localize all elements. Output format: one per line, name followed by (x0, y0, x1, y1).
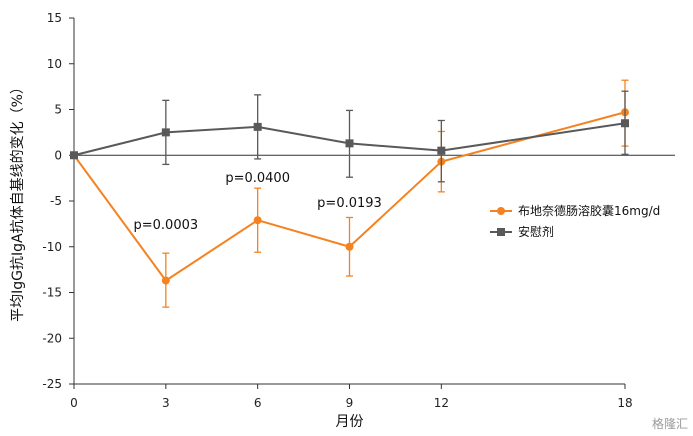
x-axis-title: 月份 (336, 414, 364, 430)
p-value-annotation: p=0.0400 (225, 171, 290, 186)
data-point (621, 119, 629, 128)
legend: 布地奈德肠溶胶囊16mg/d 安慰剂 (490, 203, 660, 239)
legend-label: 布地奈德肠溶胶囊16mg/d (518, 203, 660, 218)
y-tick-label: -5 (50, 194, 62, 208)
y-tick-label: -20 (42, 331, 62, 345)
p-value-annotation: p=0.0193 (317, 196, 382, 211)
data-point (161, 276, 170, 285)
p-value-annotation: p=0.0003 (134, 218, 199, 233)
axes: 15 10 5 0 -5 -10 -15 -20 -25 0 3 6 9 12 18 (42, 11, 675, 410)
data-point (345, 242, 354, 251)
data-point (70, 151, 78, 160)
data-point (345, 139, 354, 148)
y-tick-label: 15 (47, 11, 62, 25)
y-tick-label: -10 (42, 240, 62, 254)
y-tick-label: 10 (47, 57, 62, 71)
y-tick-label: -15 (42, 286, 62, 300)
y-tick-label: 0 (54, 148, 62, 162)
y-axis-title: 平均IgG抗IgA抗体自基线的变化（%） (9, 80, 26, 322)
data-point (437, 146, 446, 155)
y-axis-title-group: 平均IgG抗IgA抗体自基线的变化（%） (9, 80, 26, 322)
legend-swatch-marker (497, 207, 505, 215)
x-tick-label: 6 (254, 396, 262, 410)
watermark: 格隆汇 (652, 416, 688, 431)
series-1 (70, 90, 629, 183)
annotation-layer: p=0.0003 p=0.0400 p=0.0193 (134, 171, 382, 233)
series-line (73, 122, 626, 157)
legend-label: 安慰剂 (518, 224, 554, 239)
series-line (73, 111, 626, 282)
y-tick-label: 5 (54, 103, 62, 117)
x-tick-label: 9 (346, 396, 354, 410)
x-tick-label: 3 (162, 396, 170, 410)
x-tick-label: 18 (617, 396, 632, 410)
series-layer (70, 79, 629, 308)
y-tick-label: -25 (42, 377, 62, 391)
data-point (253, 122, 262, 131)
x-tick-label: 0 (70, 396, 78, 410)
legend-swatch-marker (497, 228, 505, 236)
x-tick-label: 12 (434, 396, 449, 410)
data-point (161, 128, 170, 137)
data-point (253, 216, 262, 225)
